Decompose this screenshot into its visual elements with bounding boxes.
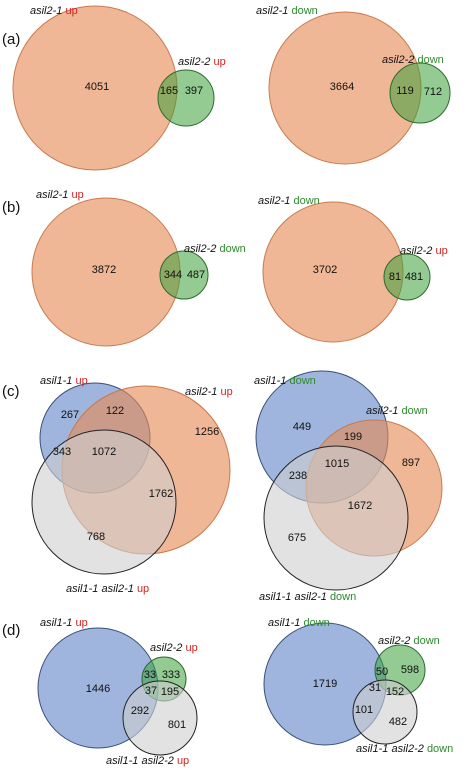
- panel-label-c: (c): [2, 383, 20, 400]
- panel-label-b: (b): [2, 199, 20, 216]
- count-orange-only: 897: [402, 457, 420, 469]
- count-all-three: 37: [145, 685, 157, 697]
- set-circle-grey: [31, 429, 177, 575]
- set-label-orange: asil2-1 up: [185, 386, 233, 398]
- set-circle-grey: [352, 679, 418, 745]
- count-blue-green: 50: [376, 666, 388, 678]
- venn-c-left: asil1-1 up asil2-1 up asil1-1 asil2-1 up…: [31, 375, 233, 595]
- count-orange-only: 1256: [195, 426, 219, 438]
- set-label-grey: asil1-1 asil2-2 up: [106, 755, 189, 767]
- set-circle-green: [159, 250, 209, 300]
- count-green-only: 333: [162, 669, 180, 681]
- set-label-grey: asil1-1 asil2-1 up: [66, 583, 149, 595]
- count-blue-only: 1719: [313, 678, 337, 690]
- count-blue-grey: 238: [289, 470, 307, 482]
- count-blue-grey: 343: [53, 446, 71, 458]
- set-label-blue: asil1-1 up: [40, 617, 88, 629]
- set-circle-green: [383, 253, 431, 301]
- count-orange-grey: 1762: [149, 488, 173, 500]
- count-overlap: 165: [160, 85, 178, 97]
- venn-a-right: asil2-1 down asil2-2 down 3664 119 712: [256, 5, 451, 165]
- count-blue-grey: 101: [355, 704, 373, 716]
- set-label-orange: asil2-1 down: [258, 195, 320, 207]
- venn-b-right: asil2-1 down asil2-2 up 3702 81 481: [258, 195, 448, 343]
- count-only-orange: 3872: [92, 264, 116, 276]
- count-green-grey: 152: [386, 686, 404, 698]
- count-all-three: 31: [369, 682, 381, 694]
- panel-label-d: (d): [2, 622, 20, 639]
- venn-d-left: asil1-1 up asil2-2 up asil1-1 asil2-2 up…: [37, 617, 198, 767]
- set-label-orange: asil2-1 up: [30, 5, 78, 17]
- set-label-orange: asil2-1 down: [366, 405, 428, 417]
- count-only-green: 397: [185, 85, 203, 97]
- set-label-grey: asil1-1 asil2-2 down: [356, 743, 453, 755]
- count-overlap: 344: [164, 269, 182, 281]
- count-grey-only: 768: [87, 531, 105, 543]
- count-only-green: 712: [424, 86, 442, 98]
- venn-b-left: asil2-1 up asil2-2 down 3872 344 487: [31, 189, 246, 347]
- count-blue-orange: 199: [344, 431, 362, 443]
- venn-d-right: asil1-1 down asil2-2 down asil1-1 asil2-…: [263, 617, 453, 755]
- set-label-green: asil2-2 up: [150, 642, 198, 654]
- count-blue-green: 33: [144, 669, 156, 681]
- set-circle-grey: [263, 445, 409, 591]
- set-circle-grey: [122, 680, 198, 756]
- count-orange-grey: 1672: [348, 500, 372, 512]
- set-label-blue: asil1-1 down: [268, 617, 330, 629]
- set-label-green: asil2-2 down: [378, 635, 440, 647]
- count-only-green: 487: [187, 269, 205, 281]
- venn-c-right: asil1-1 down asil2-1 down asil1-1 asil2-…: [254, 370, 443, 603]
- set-circle-green: [157, 69, 215, 127]
- set-label-orange: asil2-1 down: [256, 5, 318, 17]
- set-label-green: asil2-2 up: [400, 245, 448, 257]
- set-label-grey: asil1-1 asil2-1 down: [259, 591, 356, 603]
- count-blue-only: 1446: [86, 683, 110, 695]
- count-overlap: 119: [396, 85, 414, 97]
- count-all-three: 1015: [325, 458, 349, 470]
- count-only-green: 481: [405, 271, 423, 283]
- set-circle-green: [389, 62, 451, 124]
- set-label-green: asil2-2 down: [382, 54, 444, 66]
- count-blue-only: 267: [61, 409, 79, 421]
- count-green-only: 598: [401, 664, 419, 676]
- count-overlap: 81: [389, 271, 401, 283]
- count-grey-only: 675: [288, 532, 306, 544]
- count-blue-only: 449: [293, 421, 311, 433]
- count-grey-only: 482: [389, 716, 407, 728]
- set-label-green: asil2-2 down: [184, 243, 246, 255]
- set-label-blue: asil1-1 down: [254, 375, 316, 387]
- count-only-orange: 3664: [330, 81, 354, 93]
- count-blue-grey: 292: [131, 705, 149, 717]
- venn-a-left: asil2-1 up asil2-2 up 4051 165 397: [12, 5, 226, 171]
- count-all-three: 1072: [92, 446, 116, 458]
- count-green-grey: 195: [161, 686, 179, 698]
- set-label-blue: asil1-1 up: [40, 375, 88, 387]
- set-label-orange: asil2-1 up: [36, 189, 84, 201]
- set-label-green: asil2-2 up: [178, 56, 226, 68]
- count-only-orange: 4051: [85, 81, 109, 93]
- count-blue-orange: 122: [106, 405, 124, 417]
- count-grey-only: 801: [168, 719, 186, 731]
- panel-label-a: (a): [2, 31, 20, 48]
- count-only-orange: 3702: [313, 264, 337, 276]
